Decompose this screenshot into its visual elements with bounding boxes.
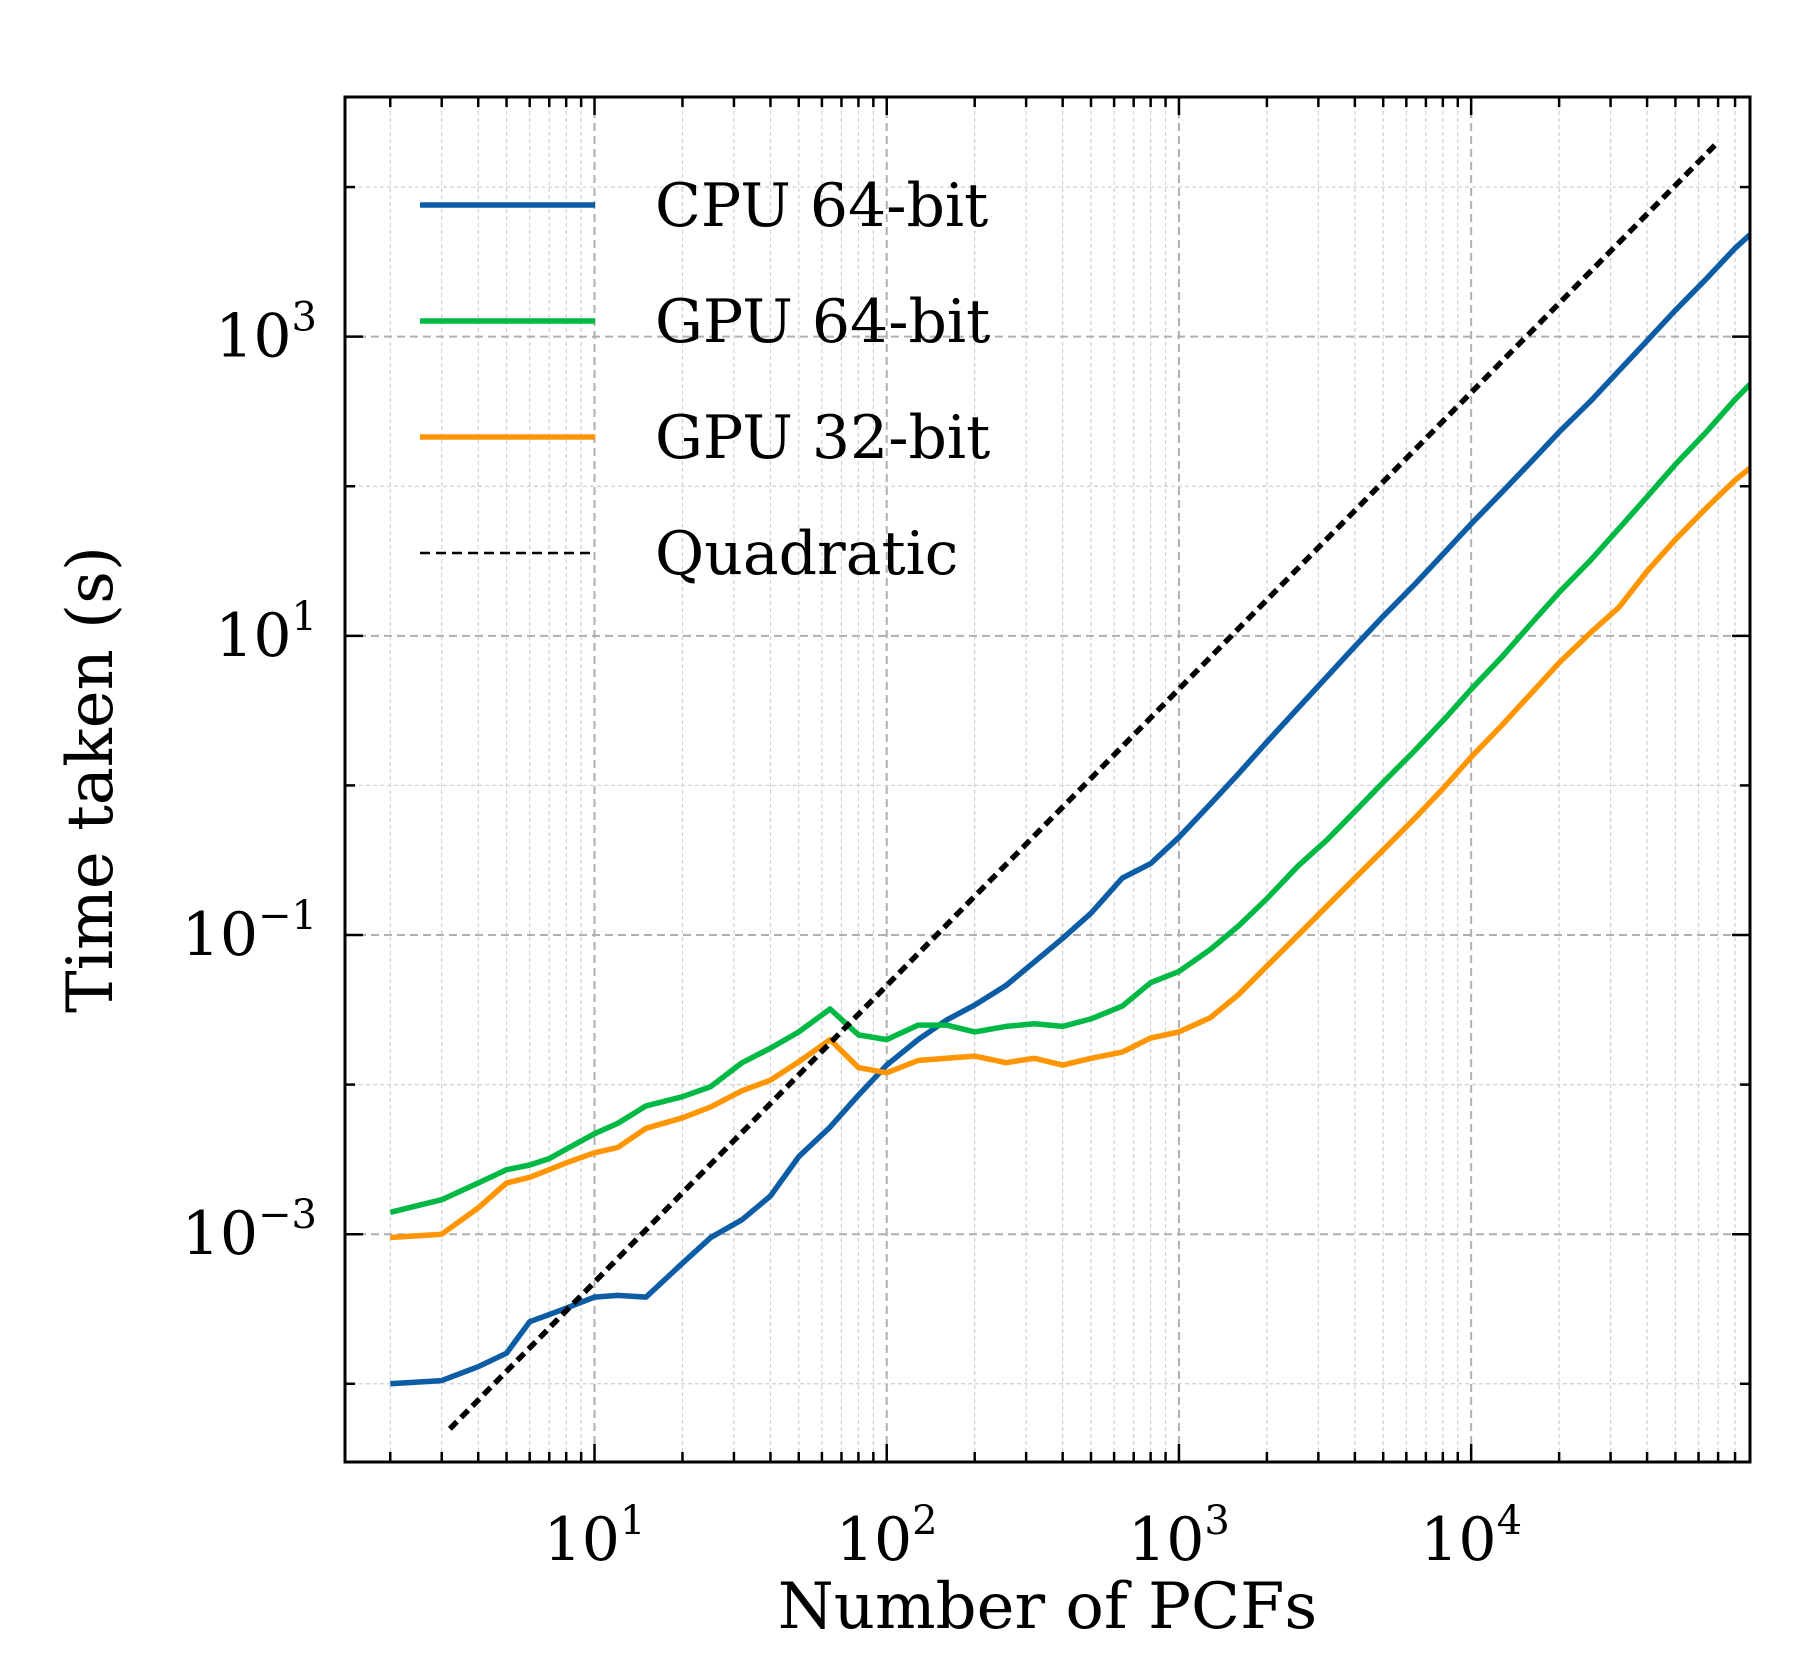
legend-item-gpu-32-bit: GPU 32-bit <box>420 403 990 473</box>
tick-exponent: 4 <box>1497 1498 1522 1544</box>
tick-base: 10 <box>1128 1505 1204 1575</box>
series-line-cpu-64-bit <box>390 232 1750 1387</box>
tick-exponent: 3 <box>1204 1498 1229 1544</box>
y-axis-title: Time taken (s) <box>54 546 128 1013</box>
y-tick-label: 10−1 <box>182 893 317 970</box>
x-tick-label: 102 <box>836 1498 938 1575</box>
tick-base: 10 <box>182 1199 258 1269</box>
tick-base: 10 <box>1420 1505 1496 1575</box>
tick-base: 10 <box>215 302 291 372</box>
y-tick-label: 10−3 <box>182 1192 317 1269</box>
series-line-gpu-64-bit <box>389 382 1750 1215</box>
legend-label: CPU 64-bit <box>655 171 988 241</box>
legend-item-cpu-64-bit: CPU 64-bit <box>420 171 988 241</box>
tick-exponent: 1 <box>292 594 317 640</box>
tick-base: 10 <box>544 1505 620 1575</box>
tick-exponent: −1 <box>258 893 317 939</box>
series-line-quadratic <box>447 140 1721 1431</box>
x-tick-label: 101 <box>544 1498 646 1575</box>
tick-exponent: 3 <box>292 295 317 341</box>
legend-label: GPU 32-bit <box>655 403 990 473</box>
tick-base: 10 <box>836 1505 912 1575</box>
legend-item-quadratic: Quadratic <box>420 519 958 589</box>
x-tick-label: 103 <box>1128 1498 1230 1575</box>
tick-exponent: 2 <box>912 1498 937 1544</box>
tick-exponent: 1 <box>620 1498 645 1544</box>
legend-label: GPU 64-bit <box>655 287 990 357</box>
series-line-gpu-32-bit <box>390 466 1750 1241</box>
x-tick-label: 104 <box>1420 1498 1522 1575</box>
x-tick-labels: 101 102 103 104 <box>544 1498 1522 1575</box>
tick-base: 10 <box>215 601 291 671</box>
legend: CPU 64-bit GPU 64-bit GPU 32-bit Quadratic <box>420 171 990 589</box>
plot-frame <box>343 95 1752 1464</box>
x-axis-title: Number of PCFs <box>778 1570 1318 1644</box>
major-grid <box>345 97 1750 1462</box>
tick-base: 10 <box>182 900 258 970</box>
y-tick-label: 103 <box>215 295 317 372</box>
series-lines <box>389 140 1750 1431</box>
legend-label: Quadratic <box>655 519 958 589</box>
legend-item-gpu-64-bit: GPU 64-bit <box>420 287 990 357</box>
y-tick-label: 101 <box>215 594 317 671</box>
tick-exponent: −3 <box>258 1192 317 1238</box>
